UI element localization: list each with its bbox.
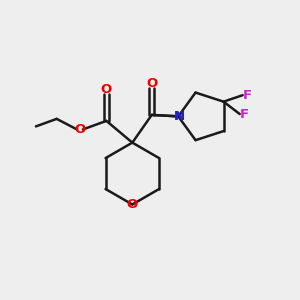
Text: N: N bbox=[174, 110, 185, 123]
Text: F: F bbox=[242, 89, 252, 102]
Text: O: O bbox=[74, 123, 86, 136]
Text: O: O bbox=[101, 83, 112, 97]
Text: F: F bbox=[240, 107, 249, 121]
Text: O: O bbox=[127, 198, 138, 211]
Text: N: N bbox=[174, 110, 185, 123]
Text: O: O bbox=[146, 77, 158, 91]
